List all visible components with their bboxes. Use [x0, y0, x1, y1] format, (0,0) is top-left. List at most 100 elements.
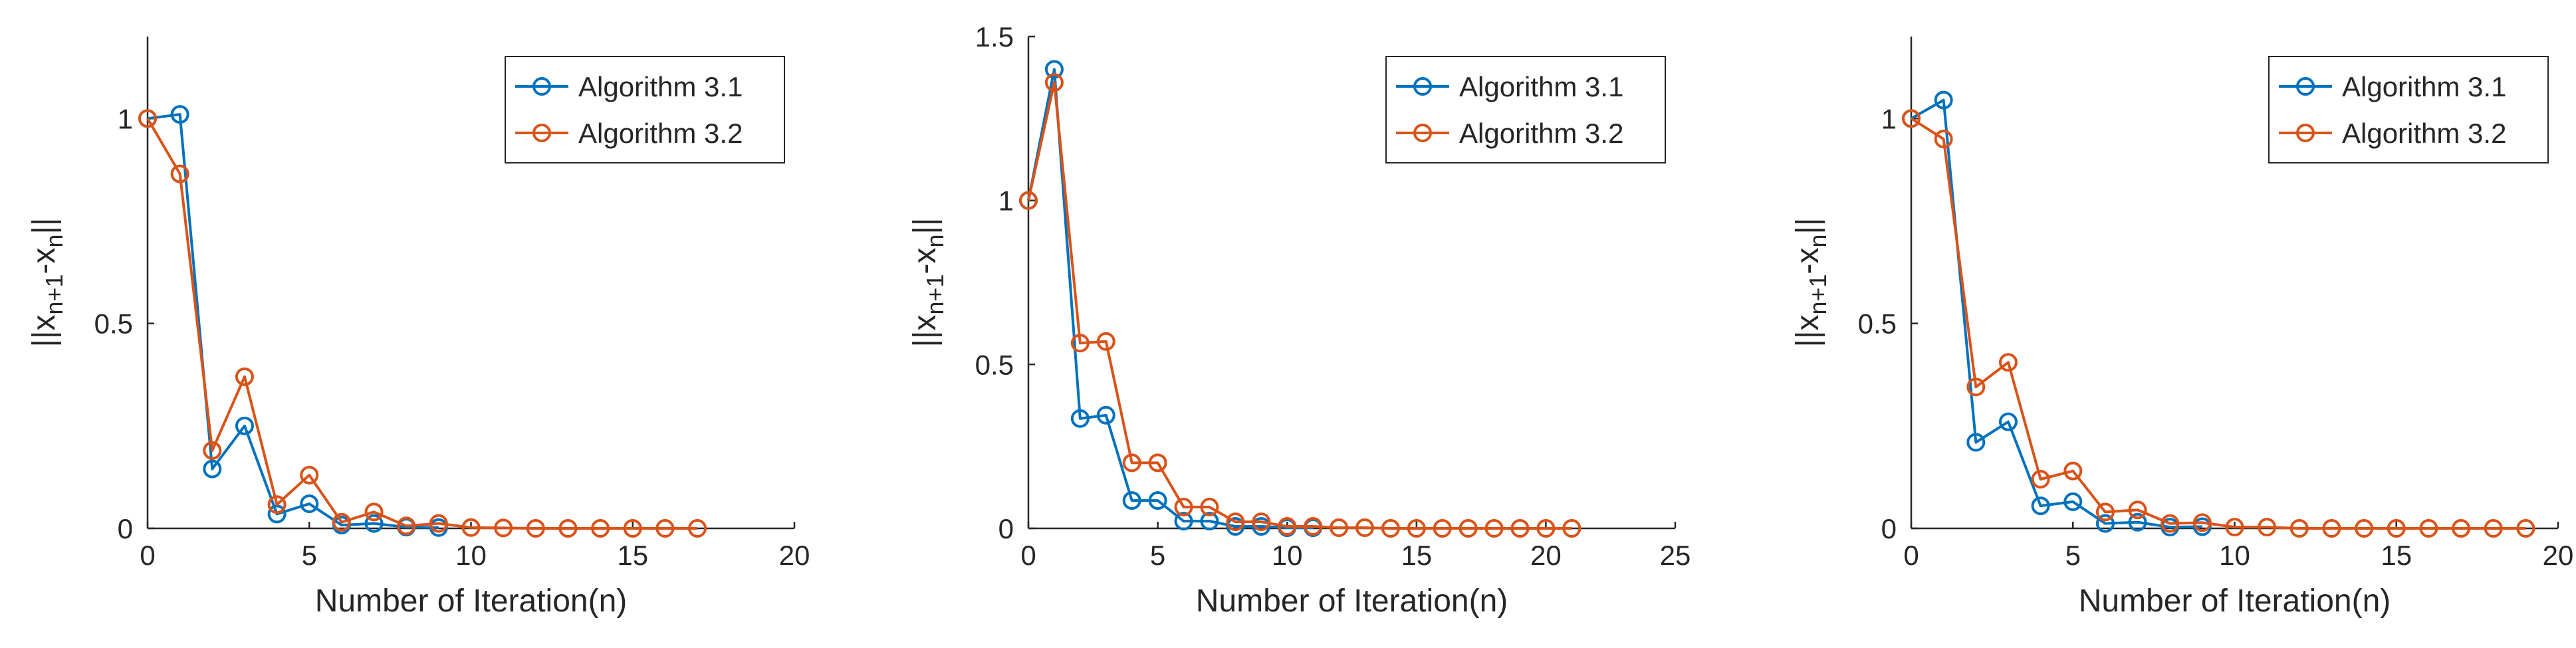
chart-3-series-algorithm-3-2-point — [2095, 502, 2115, 522]
chart-2-series-algorithm-3-2-point — [1019, 191, 1038, 210]
chart-2-series-algorithm-3-2-point — [1304, 517, 1323, 536]
y-axis-label-part: ||x — [1790, 315, 1825, 348]
chart-2-series-algorithm-3-2-point — [1536, 519, 1556, 538]
chart-3-y-tick-label: 0.5 — [1858, 308, 1897, 340]
chart-3-series-algorithm-3-2-point — [2063, 461, 2083, 481]
chart-3-legend-marker — [2296, 124, 2315, 142]
chart-2-series-algorithm-3-2-point — [1562, 519, 1581, 538]
chart-2-series-algorithm-3-1-point — [1096, 405, 1115, 425]
chart-3-series-algorithm-3-1-point — [1934, 90, 1953, 110]
chart-3-series-algorithm-3-2-point — [2031, 470, 2050, 488]
chart-2-series-algorithm-3-2-point — [1459, 519, 1478, 538]
chart-2-series-algorithm-3-2-point — [1433, 519, 1452, 538]
chart-1-series-algorithm-3-2-point — [170, 164, 189, 183]
chart-1-y-tick-label: 0.5 — [94, 308, 133, 340]
y-axis-label-subscript: n+1 — [41, 274, 68, 314]
chart-1-series-algorithm-3-1-point — [235, 416, 254, 435]
y-axis-label-part: -x — [1790, 247, 1825, 274]
chart-1-series-algorithm-3-2-point — [558, 519, 578, 538]
y-axis-label-part: ||x — [907, 315, 943, 348]
chart-3-series-algorithm-3-1-point — [1966, 433, 1986, 452]
chart-3-series-algorithm-3-2-point — [1902, 109, 1921, 128]
chart-2-series-algorithm-3-1-point — [1070, 409, 1090, 428]
chart-2-series-algorithm-3-2-point — [1484, 519, 1504, 538]
chart-3-series-algorithm-3-2-line — [1910, 117, 2526, 530]
chart-1-series-algorithm-3-1-point — [267, 504, 287, 524]
chart-panel-2: 0 5 10 15 20 25 0 0.5 1 1.5 Number of Iteration(n)… — [907, 21, 1691, 619]
chart-2-y-tick-label: 0.5 — [975, 349, 1014, 380]
chart-1-series-algorithm-3-2-point — [591, 519, 610, 538]
chart-1-legend-label: Algorithm 3.2 — [578, 118, 743, 149]
chart-3-series-algorithm-3-2-point — [2192, 513, 2212, 532]
chart-2-x-tick-label: 15 — [1401, 540, 1432, 571]
chart-1-series-algorithm-3-2-point — [688, 519, 707, 538]
chart-2-legend-marker — [1413, 124, 1432, 142]
chart-1-series-algorithm-3-2-point — [494, 518, 513, 538]
chart-1-series-algorithm-3-2-point — [300, 465, 319, 485]
chart-1-series-algorithm-3-2-point — [203, 441, 222, 460]
chart-1-series-algorithm-3-2-point — [235, 367, 254, 386]
chart-1-y-tick-label: 1 — [118, 103, 133, 134]
chart-2-x-tick-label: 10 — [1272, 540, 1303, 571]
y-axis-label-subscript: n+1 — [921, 274, 949, 314]
chart-3-series-algorithm-3-2-point — [2258, 518, 2277, 537]
chart-2-series-algorithm-3-1-point — [1148, 491, 1167, 510]
chart-3-series-algorithm-3-2-point — [2225, 518, 2244, 537]
chart-1-series-algorithm-3-2-point — [526, 519, 545, 538]
chart-1-series-algorithm-3-2-point — [267, 495, 287, 514]
chart-1-series-algorithm-3-1-point — [203, 459, 222, 479]
chart-2-x-tick-label: 25 — [1660, 540, 1691, 571]
chart-1-x-tick-label: 15 — [617, 540, 648, 571]
chart-1-series-algorithm-3-1-line — [147, 113, 439, 529]
y-axis-label-subscript: n — [1804, 234, 1831, 247]
chart-3-series-algorithm-3-2-point — [2484, 519, 2503, 538]
chart-2-series-algorithm-3-2-point — [1070, 334, 1090, 353]
chart-1-y-axis-label: ||xn+1-xn|| — [27, 218, 68, 348]
y-axis-label-subscript: n+1 — [1804, 274, 1831, 314]
chart-2-series-algorithm-3-2-point — [1096, 332, 1115, 351]
chart-2-y-tick-label: 1 — [998, 185, 1014, 217]
chart-1-legend-marker — [532, 124, 551, 142]
chart-3-y-tick-label: 1 — [1881, 103, 1897, 134]
chart-2-series-algorithm-3-2-point — [1407, 519, 1426, 538]
chart-3-legend-box — [2268, 56, 2549, 163]
chart-panel-1: 0 5 10 15 20 0 0.5 1 Number of Iteration(n) ||xn+… — [27, 37, 810, 619]
chart-3-series-algorithm-3-2-point — [1934, 130, 1953, 149]
chart-1-series-algorithm-3-1-point — [364, 514, 384, 533]
chart-3-series-algorithm-3-2-point — [2419, 519, 2438, 538]
chart-2-y-axis-label: ||xn+1-xn|| — [907, 218, 949, 348]
chart-2-x-tick-label: 0 — [1020, 540, 1036, 571]
chart-3-series-algorithm-3-2-point — [2289, 519, 2309, 538]
chart-1-series-algorithm-3-2-point — [397, 516, 416, 536]
chart-2-x-axis-label: Number of Iteration(n) — [1196, 584, 1508, 619]
chart-2-series-algorithm-3-1-point — [1200, 512, 1219, 531]
chart-1-x-tick-label: 20 — [779, 540, 810, 571]
chart-2-series-algorithm-3-1-point — [1122, 491, 1141, 510]
chart-1-series-algorithm-3-2-point — [138, 109, 157, 128]
chart-2-series-algorithm-3-2-point — [1381, 519, 1400, 538]
chart-3-series-algorithm-3-1-point — [2031, 496, 2050, 516]
chart-1-x-tick-label: 0 — [140, 540, 155, 571]
chart-2-series-algorithm-3-2-point — [1226, 512, 1245, 532]
chart-1-series-algorithm-3-2-point — [655, 519, 675, 538]
chart-2-series-algorithm-3-1-line — [1027, 68, 1314, 530]
y-axis-label-subscript: n — [921, 234, 949, 247]
chart-3-x-axis-label: Number of Iteration(n) — [2079, 584, 2391, 619]
y-axis-label-part: || — [907, 218, 943, 235]
chart-2-legend-label: Algorithm 3.1 — [1459, 71, 1623, 102]
chart-2-series-algorithm-3-1-point — [1174, 512, 1193, 531]
chart-1-series-algorithm-3-2-point — [623, 519, 642, 538]
chart-1-x-tick-label: 5 — [302, 540, 317, 571]
chart-1-x-tick-label: 10 — [455, 540, 487, 571]
chart-2-legend-box — [1385, 56, 1666, 163]
chart-3-y-axis-label: ||xn+1-xn|| — [1790, 218, 1831, 348]
chart-2-series-algorithm-3-2-point — [1148, 453, 1167, 473]
chart-3-series-algorithm-3-1-point — [1998, 412, 2018, 431]
chart-3-series-algorithm-3-1-point — [2095, 514, 2115, 533]
chart-2-series-algorithm-3-2-point — [1278, 517, 1297, 536]
chart-1-y-tick-label: 0 — [118, 513, 133, 544]
y-axis-label-part: -x — [907, 247, 943, 274]
chart-2-series-algorithm-3-2-point — [1122, 453, 1141, 473]
chart-1-x-axis-label: Number of Iteration(n) — [315, 584, 628, 619]
